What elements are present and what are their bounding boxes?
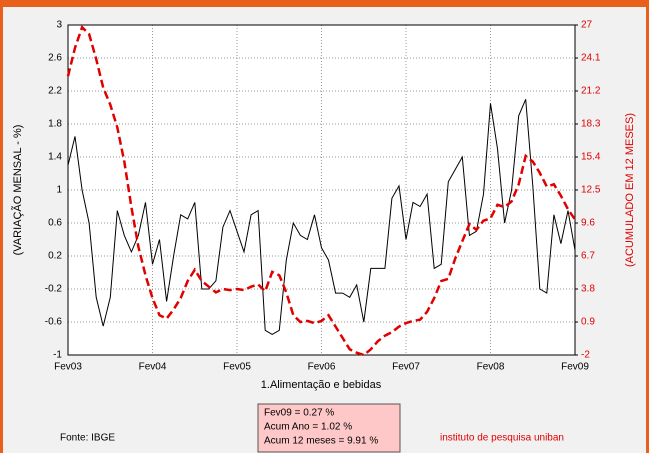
y2-tick-label: 0.9 — [581, 317, 595, 328]
info-line: Fev09 = 0.27 % — [264, 408, 334, 419]
y2-tick-label: 27 — [581, 20, 593, 31]
y2-tick-label: 9.6 — [581, 218, 595, 229]
y2-axis-label: (ACUMULADO EM 12 MESES) — [624, 113, 636, 267]
y-axis-label: (VARIAÇÃO MENSAL - %) — [11, 125, 24, 256]
y2-tick-label: 12.5 — [581, 185, 601, 196]
x-axis-label: 1.Alimentação e bebidas — [261, 379, 382, 391]
y-tick-label: -0.6 — [45, 317, 63, 328]
series-line — [67, 99, 576, 335]
y2-tick-label: -2 — [581, 350, 590, 361]
y-tick-label: -0.2 — [45, 284, 63, 295]
y2-tick-label: 15.4 — [581, 152, 601, 163]
x-tick-label: Fev09 — [561, 362, 589, 373]
info-box — [257, 403, 401, 453]
x-tick-label: Fev04 — [139, 362, 167, 373]
y-tick-label: 1.8 — [48, 119, 62, 130]
info-line: Acum 12 meses = 9.91 % — [264, 436, 378, 447]
y-tick-label: 0.2 — [48, 251, 62, 262]
y-tick-label: -1 — [53, 350, 62, 361]
right-border — [646, 0, 649, 453]
top-band — [0, 0, 649, 7]
credit: instituto de pesquisa uniban — [440, 433, 564, 444]
y-tick-label: 0.6 — [48, 218, 62, 229]
x-tick-label: Fev08 — [477, 362, 505, 373]
y-tick-label: 3 — [56, 20, 62, 31]
y2-tick-label: 6.7 — [581, 251, 595, 262]
y2-tick-label: 21.2 — [581, 86, 601, 97]
info-line: Acum Ano = 1.02 % — [264, 422, 352, 433]
plot-frame — [67, 24, 576, 356]
y-tick-label: 1 — [56, 185, 62, 196]
y2-tick-label: 3.8 — [581, 284, 595, 295]
y2-tick-label: 18.3 — [581, 119, 601, 130]
source: Fonte: IBGE — [60, 433, 115, 444]
x-tick-label: Fev06 — [308, 362, 336, 373]
y-tick-label: 2.2 — [48, 86, 62, 97]
x-tick-label: Fev07 — [392, 362, 420, 373]
left-border — [0, 0, 3, 453]
y2-tick-label: 24.1 — [581, 53, 601, 64]
y-tick-label: 2.6 — [48, 53, 62, 64]
series-line — [66, 25, 577, 357]
x-tick-label: Fev03 — [54, 362, 82, 373]
y-tick-label: 1.4 — [48, 152, 62, 163]
x-tick-label: Fev05 — [223, 362, 251, 373]
